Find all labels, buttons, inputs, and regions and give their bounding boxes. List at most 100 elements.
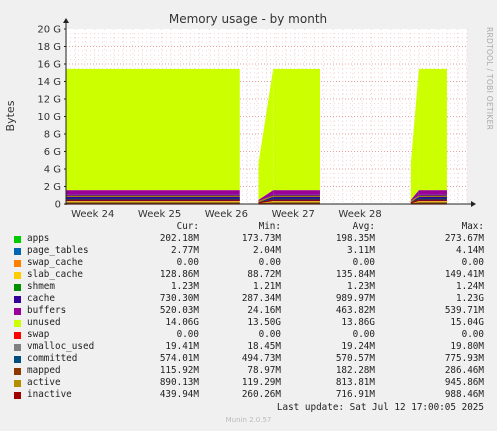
x-axis-arrow bbox=[471, 201, 476, 207]
legend-swatch bbox=[14, 392, 21, 399]
legend-label: slab_cache bbox=[27, 269, 83, 280]
legend-label: mapped bbox=[27, 365, 61, 376]
axes bbox=[63, 18, 476, 207]
y-axis-label: Bytes bbox=[4, 100, 17, 131]
legend-row-active: active 890.13M 119.29M 813.81M 945.86M bbox=[0, 377, 497, 389]
area-buffers bbox=[410, 190, 419, 202]
legend-cur: 202.18M bbox=[159, 233, 199, 244]
legend-max: 539.71M bbox=[444, 305, 484, 316]
x-tick-label: Week 27 bbox=[272, 209, 315, 220]
line-active bbox=[258, 195, 274, 203]
legend-max: 945.86M bbox=[444, 377, 484, 388]
legend-max: 775.93M bbox=[444, 353, 484, 364]
legend-swatch bbox=[14, 272, 21, 279]
legend-cur: 890.13M bbox=[159, 377, 199, 388]
legend-cur: 115.92M bbox=[159, 365, 199, 376]
y-tick-label: 16 G bbox=[37, 60, 61, 71]
legend-cur: 128.86M bbox=[159, 269, 199, 280]
area-unused bbox=[258, 68, 274, 200]
legend-label: committed bbox=[27, 353, 78, 364]
legend-swatch bbox=[14, 248, 21, 255]
legend-min: 1.21M bbox=[253, 281, 281, 292]
legend-avg: 0.00 bbox=[352, 329, 375, 340]
legend-avg: 813.81M bbox=[335, 377, 375, 388]
x-tick-label: Week 25 bbox=[138, 209, 181, 220]
legend-label: swap_cache bbox=[27, 257, 83, 268]
legend-row-swap_cache: swap_cache 0.00 0.00 0.00 0.00 bbox=[0, 257, 497, 269]
legend-min: 88.72M bbox=[247, 269, 281, 280]
y-tick-label: 14 G bbox=[37, 77, 61, 88]
legend-swatch bbox=[14, 296, 21, 303]
area-slab_cache bbox=[273, 201, 320, 203]
legend-swatch bbox=[14, 380, 21, 387]
x-tick-label: Week 24 bbox=[71, 209, 114, 220]
area-slab_cache bbox=[410, 201, 419, 204]
y-tick-label: 4 G bbox=[44, 165, 61, 176]
y-axis-arrow bbox=[63, 18, 69, 23]
legend-row-slab_cache: slab_cache 128.86M 88.72M 135.84M 149.41M bbox=[0, 269, 497, 281]
legend-max: 0.00 bbox=[461, 257, 484, 268]
legend-max: 1.24M bbox=[456, 281, 484, 292]
legend-min: 18.45M bbox=[247, 341, 281, 352]
chart-title: Memory usage - by month bbox=[169, 12, 327, 26]
legend-cur: 520.03M bbox=[159, 305, 199, 316]
legend-swatch bbox=[14, 260, 21, 267]
legend-avg: 13.86G bbox=[341, 317, 375, 328]
legend-min: 119.29M bbox=[241, 377, 281, 388]
header-min: Min: bbox=[258, 221, 281, 232]
line-inactive bbox=[410, 199, 420, 204]
legend-swatch bbox=[14, 284, 21, 291]
y-tick-label: 8 G bbox=[44, 130, 61, 141]
legend-max: 19.80M bbox=[450, 341, 484, 352]
area-buffers bbox=[273, 190, 320, 195]
legend-swatch bbox=[14, 236, 21, 243]
rrdtool-watermark: RRDTOOL / TOBI OETIKER bbox=[485, 27, 494, 130]
legend-max: 286.46M bbox=[444, 365, 484, 376]
legend-min: 494.73M bbox=[241, 353, 281, 364]
legend-row-buffers: buffers 520.03M 24.16M 463.82M 539.71M bbox=[0, 305, 497, 317]
area-unused bbox=[273, 68, 320, 191]
legend-row-apps: apps 202.18M 173.73M 198.35M 273.67M bbox=[0, 233, 497, 245]
legend-cur: 0.00 bbox=[176, 329, 199, 340]
legend-cur: 574.01M bbox=[159, 353, 199, 364]
legend-max: 0.00 bbox=[461, 329, 484, 340]
legend-label: vmalloc_used bbox=[27, 341, 95, 352]
legend-label: buffers bbox=[27, 305, 67, 316]
last-update: Last update: Sat Jul 12 17:00:05 2025 bbox=[276, 402, 484, 413]
legend-cur: 2.77M bbox=[171, 245, 199, 256]
area-buffers bbox=[258, 190, 274, 202]
legend-cur: 439.94M bbox=[159, 389, 199, 400]
header-avg: Avg: bbox=[352, 221, 375, 232]
legend-cur: 19.41M bbox=[165, 341, 199, 352]
line-inactive bbox=[258, 199, 274, 204]
legend-max: 988.46M bbox=[444, 389, 484, 400]
legend-row-cache: cache 730.30M 287.34M 989.97M 1.23G bbox=[0, 293, 497, 305]
legend-table: Cur: Min: Avg: Max: apps 202.18M 173.73M 19… bbox=[0, 221, 497, 401]
legend-row-page_tables: page_tables 2.77M 2.04M 3.11M 4.14M bbox=[0, 245, 497, 257]
legend-min: 24.16M bbox=[247, 305, 281, 316]
header-cur: Cur: bbox=[176, 221, 199, 232]
area-unused bbox=[418, 68, 447, 191]
y-tick-label: 12 G bbox=[37, 95, 61, 106]
munin-version: Munin 2.0.57 bbox=[225, 416, 272, 424]
legend-min: 0.00 bbox=[258, 329, 281, 340]
memory-chart: Memory usage - by month Bytes RRDTOOL / … bbox=[4, 12, 494, 220]
legend-avg: 182.28M bbox=[335, 365, 375, 376]
legend-swatch bbox=[14, 308, 21, 315]
x-tick-label: Week 28 bbox=[338, 209, 381, 220]
legend-label: inactive bbox=[27, 389, 72, 400]
legend-min: 173.73M bbox=[241, 233, 281, 244]
legend-label: unused bbox=[27, 317, 61, 328]
header-max: Max: bbox=[461, 221, 484, 232]
legend-row-committed: committed 574.01M 494.73M 570.57M 775.93M bbox=[0, 353, 497, 365]
legend-avg: 198.35M bbox=[335, 233, 375, 244]
area-slab_cache bbox=[418, 201, 447, 203]
stacked-areas bbox=[66, 68, 447, 204]
area-unused bbox=[410, 68, 419, 200]
legend-max: 1.23G bbox=[456, 293, 484, 304]
legend-header: Cur: Min: Avg: Max: bbox=[0, 221, 497, 233]
legend-row-unused: unused 14.06G 13.50G 13.86G 15.04G bbox=[0, 317, 497, 329]
legend-avg: 463.82M bbox=[335, 305, 375, 316]
legend-avg: 716.91M bbox=[335, 389, 375, 400]
y-tick-label: 2 G bbox=[44, 182, 61, 193]
